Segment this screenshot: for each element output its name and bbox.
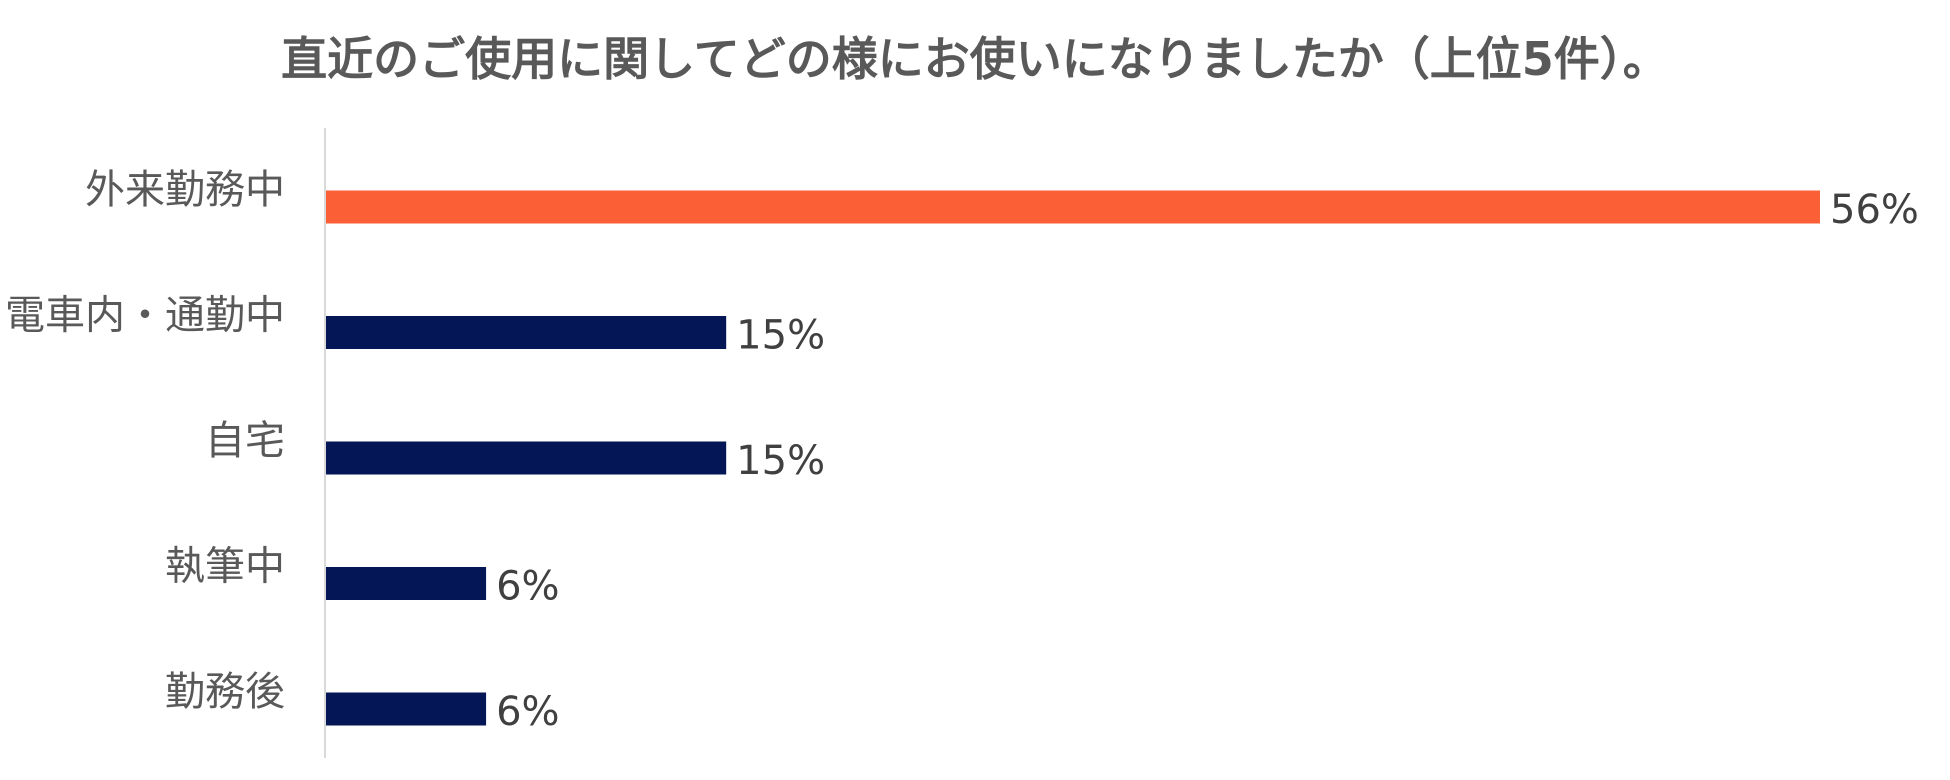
bar-0	[326, 190, 1820, 224]
category-label-1: 電車内・通勤中	[5, 293, 285, 339]
value-label-1: 15%	[736, 313, 825, 359]
category-label-2: 自宅	[205, 418, 285, 464]
value-label-3: 6%	[496, 564, 559, 610]
value-label-2: 15%	[736, 438, 825, 484]
value-label-4: 6%	[496, 689, 559, 735]
category-label-4: 勤務後	[165, 669, 285, 715]
category-label-3: 執筆中	[165, 544, 285, 590]
category-label-0: 外来勤務中	[85, 167, 285, 213]
bar-1	[326, 316, 727, 349]
bar-3	[326, 567, 487, 600]
bar-4	[326, 692, 487, 726]
value-label-0: 56%	[1830, 187, 1919, 233]
bar-2	[326, 441, 727, 475]
bars-group: 外来勤務中 56% 電車内・通勤中 15% 自宅 15% 執筆中 6% 勤務後 6%	[5, 167, 1919, 735]
chart-title: 直近のご使用に関してどの様にお使いになりましたか（上位5件）。	[281, 32, 1669, 86]
